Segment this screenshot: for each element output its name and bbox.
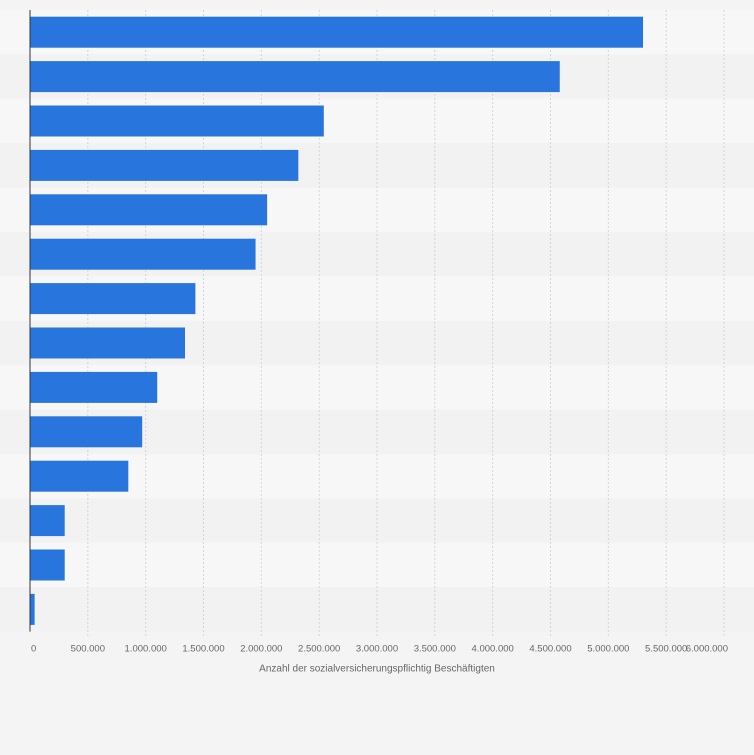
x-tick-label: 1.500.000 <box>182 644 224 655</box>
bar[interactable] <box>30 371 158 403</box>
x-tick-label: 4.500.000 <box>529 644 571 655</box>
row-band <box>0 498 754 543</box>
bar[interactable] <box>30 61 560 93</box>
x-tick-label: 500.000 <box>71 644 105 655</box>
bar[interactable] <box>30 238 256 270</box>
bar[interactable] <box>30 327 185 359</box>
bar[interactable] <box>30 105 324 137</box>
x-tick-label: 0 <box>31 644 36 655</box>
bar[interactable] <box>30 416 143 448</box>
bar[interactable] <box>30 549 65 581</box>
x-tick-label: 2.500.000 <box>298 644 340 655</box>
x-tick-label: 3.000.000 <box>356 644 398 655</box>
x-tick-label: 5.500.000 <box>645 644 687 655</box>
x-tick-label: 3.500.000 <box>414 644 456 655</box>
x-tick-label: 6.000.000 <box>686 644 728 655</box>
x-axis-ticks: 0 500.000 1.000.000 1.500.000 2.000.000 2.500… <box>31 644 728 655</box>
bars <box>30 16 644 625</box>
bar[interactable] <box>30 505 65 537</box>
x-axis-label: Anzahl der sozialversicherungspflichtig … <box>259 664 495 675</box>
x-tick-label: 5.000.000 <box>587 644 629 655</box>
bar[interactable] <box>30 283 196 315</box>
bar[interactable] <box>30 460 129 492</box>
x-tick-label: 2.000.000 <box>240 644 282 655</box>
bar[interactable] <box>30 194 268 226</box>
bar[interactable] <box>30 593 35 625</box>
bar[interactable] <box>30 16 644 48</box>
row-band <box>0 587 754 632</box>
bar[interactable] <box>30 149 299 181</box>
x-tick-label: 4.000.000 <box>472 644 514 655</box>
x-tick-label: 1.000.000 <box>125 644 167 655</box>
row-band <box>0 542 754 588</box>
